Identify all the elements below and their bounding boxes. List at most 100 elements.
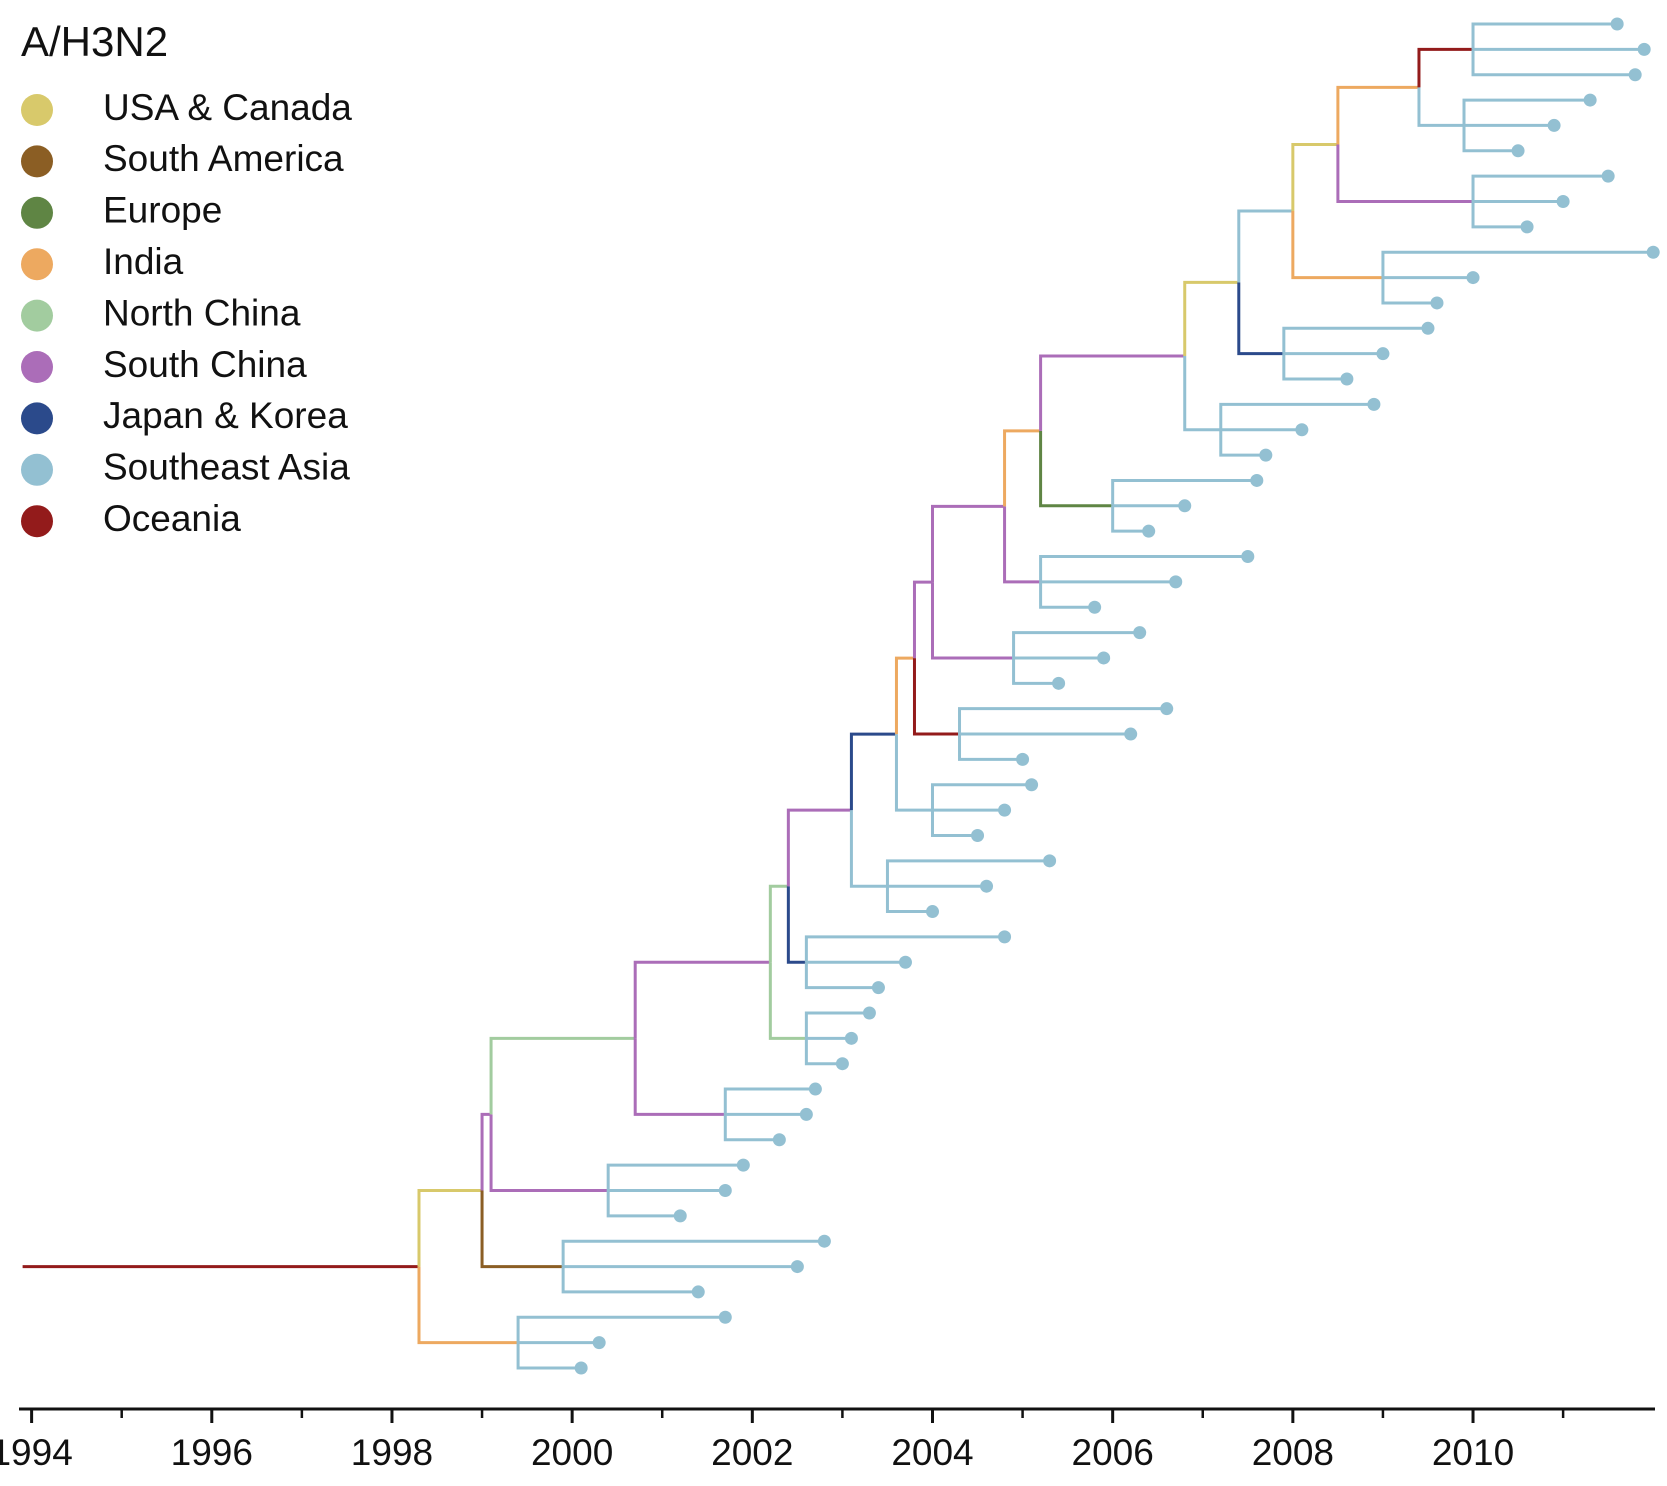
branch	[1237, 209, 1293, 283]
branch	[723, 1114, 780, 1142]
branch	[1237, 282, 1284, 356]
branch	[849, 732, 897, 811]
tip	[1430, 296, 1444, 310]
branch	[606, 1163, 744, 1191]
tip	[799, 1107, 813, 1121]
branch	[804, 1038, 843, 1066]
legend-label: USA & Canada	[103, 87, 352, 128]
legend-label: Oceania	[103, 498, 241, 539]
tip	[980, 879, 994, 893]
branch	[516, 1315, 726, 1343]
branch	[786, 886, 807, 964]
branch	[633, 960, 771, 1039]
branch	[1417, 47, 1474, 88]
tree	[22, 22, 1654, 1370]
branch	[1471, 49, 1636, 77]
branch	[1039, 581, 1095, 609]
tip	[592, 1336, 606, 1350]
tip	[1178, 499, 1192, 513]
tip	[1547, 118, 1561, 132]
branch	[1291, 142, 1338, 212]
tip	[1340, 372, 1354, 386]
tip	[1646, 245, 1660, 259]
tip	[835, 1057, 849, 1071]
branch	[885, 886, 933, 914]
branch	[804, 962, 879, 990]
branch	[912, 580, 933, 659]
tip	[1511, 144, 1525, 158]
branch	[849, 810, 888, 888]
branch	[1291, 211, 1383, 280]
branch	[768, 884, 789, 963]
tip	[1250, 473, 1264, 487]
branch	[958, 734, 1023, 761]
legend-label: Japan & Korea	[103, 395, 348, 436]
tip	[1088, 600, 1102, 614]
branch	[1012, 631, 1140, 658]
tip	[1169, 575, 1183, 589]
x-tick-label: 1998	[351, 1432, 433, 1473]
tip	[1241, 550, 1255, 564]
tip	[1142, 524, 1156, 538]
branch	[1003, 506, 1041, 584]
branch	[930, 504, 1005, 583]
branch	[912, 658, 960, 736]
branch	[633, 1038, 726, 1116]
branch	[1183, 280, 1239, 357]
tip	[925, 905, 939, 919]
tip	[1466, 271, 1480, 285]
branch	[1219, 429, 1266, 457]
branch	[723, 1087, 816, 1115]
branch	[1039, 354, 1185, 431]
branch	[1039, 430, 1113, 508]
tip	[1025, 778, 1039, 792]
tip	[1259, 448, 1273, 462]
x-tick-label: 2000	[531, 1432, 613, 1473]
legend-swatch	[21, 402, 53, 435]
branch	[1012, 657, 1059, 685]
branch	[930, 810, 978, 837]
branch	[1471, 22, 1618, 50]
tip	[1520, 220, 1534, 234]
legend-label: South China	[103, 344, 307, 385]
x-tick-label: 1996	[171, 1432, 253, 1473]
tip	[1124, 727, 1138, 741]
tip	[673, 1209, 687, 1223]
legend-swatch	[21, 299, 53, 332]
tip	[844, 1031, 858, 1045]
tip	[1628, 68, 1642, 82]
tip	[1421, 321, 1435, 335]
branch	[930, 582, 1014, 660]
tip	[736, 1158, 750, 1172]
legend-label: South America	[103, 138, 344, 179]
x-tick-label: 2006	[1072, 1432, 1154, 1473]
branch	[1417, 87, 1465, 127]
legend-label: Southeast Asia	[103, 447, 350, 488]
tip	[790, 1260, 804, 1274]
branch	[1039, 555, 1248, 582]
branch	[1219, 402, 1374, 430]
x-tick-label: 2004	[891, 1432, 973, 1473]
branch	[1471, 201, 1528, 229]
tip	[1016, 752, 1030, 766]
tip	[1583, 93, 1597, 107]
chart-title: A/H3N2	[21, 18, 168, 65]
branch	[1111, 505, 1149, 533]
tip	[1097, 651, 1111, 665]
legend-label: Europe	[103, 190, 222, 231]
branch	[1471, 174, 1609, 202]
tip	[772, 1133, 786, 1147]
tip	[862, 1006, 876, 1020]
branch	[561, 1266, 699, 1294]
x-tick-label: 2010	[1432, 1432, 1514, 1473]
tip	[691, 1285, 705, 1299]
branch	[480, 1190, 564, 1269]
tip	[1637, 42, 1651, 56]
tip	[1367, 397, 1381, 411]
branch	[417, 1266, 519, 1345]
tip	[1160, 702, 1174, 716]
tip	[718, 1310, 732, 1324]
legend-swatch	[21, 505, 53, 538]
